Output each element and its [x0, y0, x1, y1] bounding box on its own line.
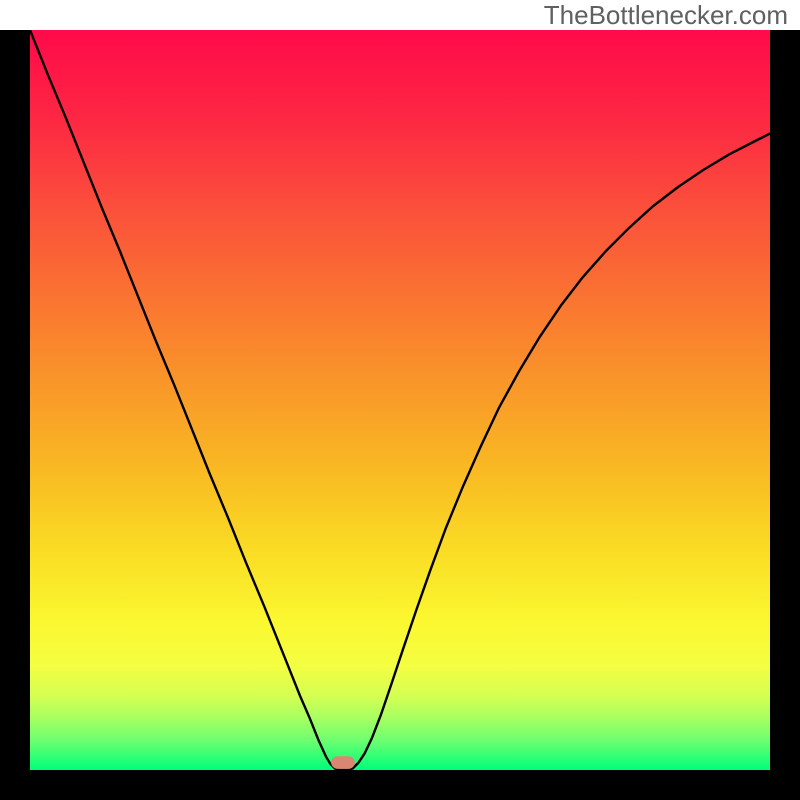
watermark-label: TheBottlenecker.com	[544, 0, 788, 31]
chart-root: TheBottlenecker.com	[0, 0, 800, 800]
min-marker	[331, 756, 355, 769]
chart-svg	[0, 0, 800, 800]
